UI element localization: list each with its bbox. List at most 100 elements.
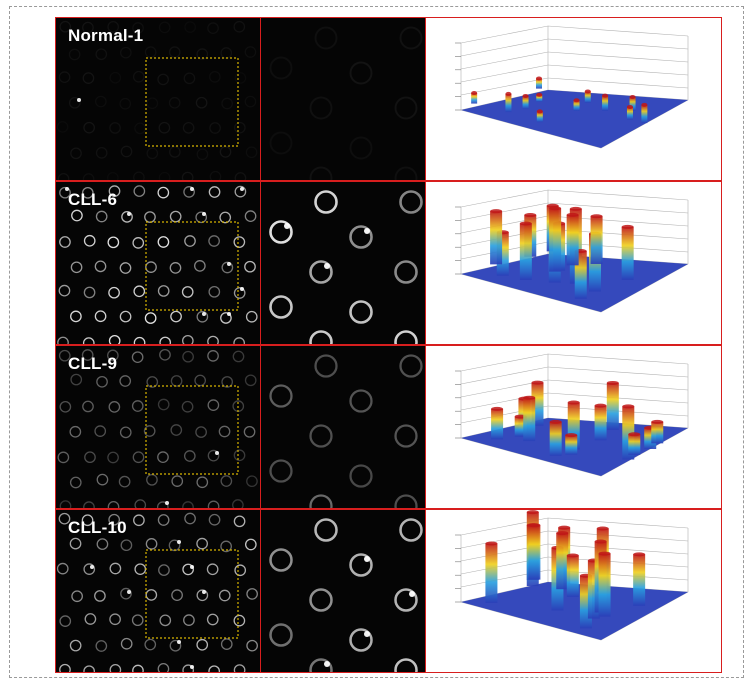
microwell-ring [84,451,96,464]
microwell-ring [181,171,194,180]
microwell-ring [83,563,96,575]
bright-spot [77,98,81,102]
microwell-ring [59,186,71,199]
microwell-ring [69,476,82,489]
microwell-ring [209,122,221,134]
microwell-ring [208,71,221,83]
surface-peak [651,421,664,444]
microwell-ring [108,286,120,299]
microwell-ring [159,348,171,361]
microwell-ring [107,21,120,33]
microwell-ring [207,350,219,362]
microwell-ring [170,310,182,323]
microwell-ring [120,145,133,158]
microwell-ring [131,400,144,412]
surface-peak [491,408,504,440]
surface-peak [590,216,603,264]
microwell-ring [118,475,131,488]
microwell-ring [182,563,194,576]
microwell-ring [58,349,71,362]
surface-plot [455,189,689,313]
bright-spot [215,451,219,455]
microwell-ring [234,185,247,198]
microwell-ring [394,494,418,508]
microwell-ring [143,425,156,437]
microwell-ring [106,171,119,180]
bright-spot [190,665,194,669]
microwell-ring [132,22,144,34]
microwell-ring [109,71,122,84]
microscopy-panel-wide: Normal-1 [55,17,261,181]
microwell-ring [158,171,171,180]
surface-peak [505,93,512,113]
microwell-ring [157,663,170,672]
microwell-ring [120,637,133,650]
microwell-ring [83,665,95,672]
microwell-ring [132,451,145,464]
microwell-ring [269,384,293,408]
microwell-ring [394,424,418,448]
microscopy-panel-wide: CLL-10 [55,509,261,673]
surface-peak [549,208,562,272]
microwell-ring [181,334,194,344]
microwell-ring [394,330,418,344]
bright-spot [324,661,330,667]
bright-spot [284,223,290,229]
bright-spot [324,263,330,269]
microwell-ring [399,518,423,542]
figure-frame [9,6,744,678]
microwell-ring [82,21,94,34]
surface-peak [594,405,607,441]
microwell-ring [94,260,107,273]
microwell-ring [82,72,95,84]
bright-spot [227,312,231,316]
microwell-ring [96,375,108,388]
microwell-ring [144,312,157,324]
microwell-ring [57,451,70,464]
microwell-ring [246,588,258,600]
microwell-ring [83,501,95,508]
microwell-ring [119,97,132,110]
microwell-ring [119,375,132,387]
microscopy-panel-zoom [260,17,426,181]
microwell-ring [233,449,246,462]
microwell-ring [233,20,246,33]
microwell-ring [144,638,157,651]
surface-peak [584,91,591,103]
microwell-ring [182,121,195,134]
surface-peak [523,397,536,442]
microwell-ring [169,262,182,274]
microwell-ring [208,186,221,198]
bright-spot [65,187,69,191]
microwell-ring [146,147,159,160]
microwell-ring [220,540,232,553]
microwell-ring [169,146,181,158]
microwell-ring [157,398,170,411]
bright-spot [202,312,206,316]
microwell-array-image [56,512,258,672]
surface-peak [621,226,634,280]
microwell-ring [269,459,293,483]
microwell-ring [234,172,247,180]
microwell-ring [394,166,418,180]
microwell-ring [244,538,257,551]
microwell-ring [157,451,169,463]
microwell-ring [69,425,82,438]
microwell-ring [95,147,108,159]
microwell-ring [309,658,333,672]
microwell-ring [309,424,333,448]
microwell-ring [221,97,233,110]
microwell-ring [94,310,107,323]
microwell-ring [196,638,209,651]
microwell-ring [95,210,108,223]
microwell-ring [233,337,246,344]
microwell-ring [309,96,333,120]
microwell-ring [196,310,209,323]
microwell-ring [133,336,146,344]
microwell-array-image [56,20,258,180]
microwell-ring [107,500,120,508]
microwell-ring [220,638,233,650]
microwell-ring [184,21,196,33]
microwell-ring [314,518,338,542]
microwell-ring [309,330,333,344]
